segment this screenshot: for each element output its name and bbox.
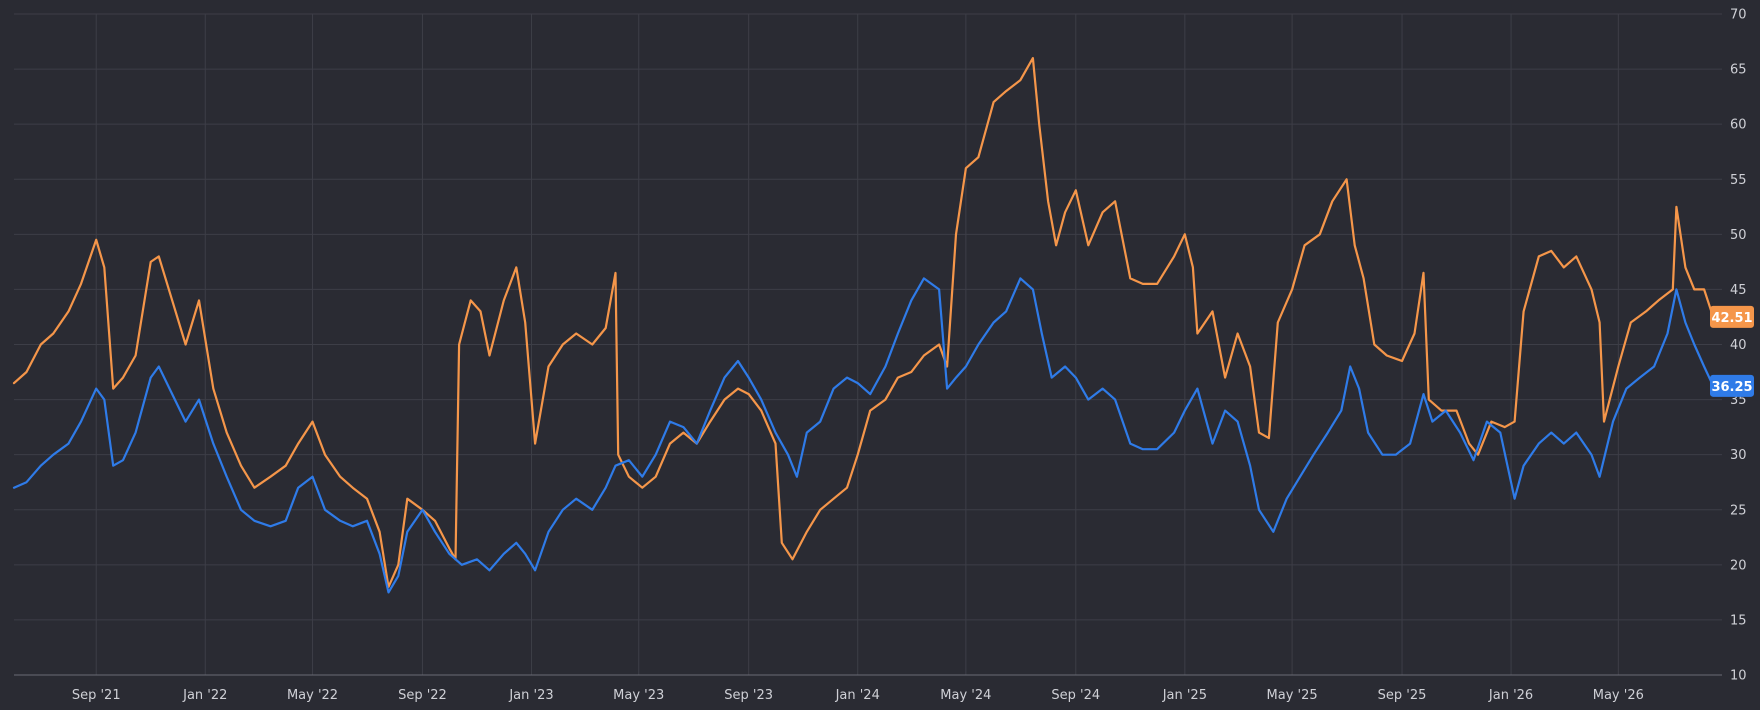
x-tick-label: May '26 xyxy=(1593,688,1644,703)
y-tick-label: 45 xyxy=(1730,283,1747,298)
x-tick-label: Jan '26 xyxy=(1488,688,1533,703)
x-tick-label: Jan '24 xyxy=(835,688,880,703)
y-tick-label: 30 xyxy=(1730,448,1747,463)
y-tick-label: 20 xyxy=(1730,558,1747,573)
y-axis-tick-labels: 10 15 20 25 30 35 40 45 50 55 60 65 70 xyxy=(1730,8,1747,684)
x-tick-label: Sep '22 xyxy=(398,688,447,703)
y-tick-label: 65 xyxy=(1730,63,1747,78)
y-tick-label: 25 xyxy=(1730,503,1747,518)
y-tick-label: 10 xyxy=(1730,669,1747,684)
x-tick-label: Sep '21 xyxy=(72,688,121,703)
x-axis-tick-labels: Sep '21 Jan '22 May '22 Sep '22 Jan '23 May '… xyxy=(72,688,1644,703)
last-value-badges: 42.51 36.25 xyxy=(1710,305,1754,397)
y-tick-label: 15 xyxy=(1730,613,1747,628)
x-tick-label: May '22 xyxy=(287,688,338,703)
x-tick-label: May '24 xyxy=(940,688,991,703)
value-badge-label: 36.25 xyxy=(1711,380,1752,395)
x-tick-label: Sep '23 xyxy=(724,688,773,703)
y-tick-label: 50 xyxy=(1730,228,1747,243)
value-badge-background xyxy=(1710,305,1754,328)
x-tick-label: May '25 xyxy=(1267,688,1318,703)
series-line-2 xyxy=(12,277,1715,594)
x-tick-label: May '23 xyxy=(613,688,664,703)
x-tick-label: Jan '25 xyxy=(1162,688,1207,703)
x-tick-label: Sep '25 xyxy=(1378,688,1427,703)
x-tick-label: Sep '24 xyxy=(1051,688,1100,703)
y-tick-label: 60 xyxy=(1730,118,1747,133)
y-gridlines xyxy=(14,13,1722,621)
last-value-badge-1: 42.51 xyxy=(1710,305,1754,328)
series-lines xyxy=(12,56,1715,594)
y-tick-label: 35 xyxy=(1730,393,1747,408)
x-tick-label: Jan '23 xyxy=(508,688,553,703)
x-tick-label: Jan '22 xyxy=(182,688,227,703)
value-badge-background xyxy=(1710,374,1754,397)
y-tick-label: 55 xyxy=(1730,173,1747,188)
last-value-badge-2: 36.25 xyxy=(1710,374,1754,397)
y-tick-label: 70 xyxy=(1730,8,1747,23)
value-badge-label: 42.51 xyxy=(1711,311,1752,326)
series-line-1 xyxy=(12,56,1715,589)
y-tick-label: 40 xyxy=(1730,338,1747,353)
